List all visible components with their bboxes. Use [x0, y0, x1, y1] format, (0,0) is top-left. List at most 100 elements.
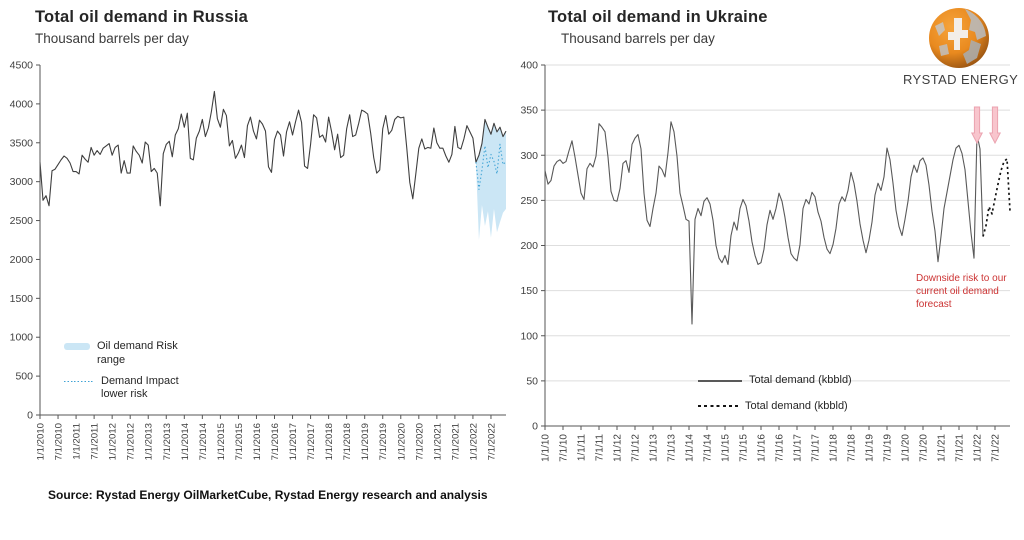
svg-text:1/1/2011: 1/1/2011: [72, 423, 83, 460]
svg-text:1/1/18: 1/1/18: [829, 434, 840, 462]
svg-text:7/1/2011: 7/1/2011: [90, 423, 101, 460]
rystad-energy-logo: RYSTAD ENERGY: [903, 6, 1019, 87]
svg-text:1/1/2012: 1/1/2012: [108, 423, 119, 460]
svg-text:7/1/17: 7/1/17: [811, 434, 822, 462]
svg-text:1/1/2015: 1/1/2015: [216, 423, 227, 460]
svg-text:2500: 2500: [10, 215, 34, 227]
svg-text:250: 250: [520, 195, 538, 207]
russia-chart-subtitle: Thousand barrels per day: [35, 31, 189, 46]
globe-icon: [929, 8, 989, 68]
svg-text:7/1/2021: 7/1/2021: [450, 423, 461, 460]
svg-text:1/1/2014: 1/1/2014: [180, 422, 191, 460]
risk-band-swatch-icon: [64, 343, 90, 350]
svg-text:7/1/10: 7/1/10: [559, 434, 570, 462]
russia-legend: Oil demand Risk range Demand Impact lowe…: [64, 340, 193, 402]
legend-label: Demand Impact lower risk: [101, 374, 179, 401]
svg-text:2000: 2000: [10, 254, 34, 266]
legend-label: Total demand (kbbld): [749, 374, 852, 386]
svg-text:3000: 3000: [10, 176, 34, 188]
svg-text:500: 500: [15, 371, 33, 383]
dotted-black-swatch-icon: [698, 404, 738, 408]
svg-text:7/1/2016: 7/1/2016: [270, 423, 281, 460]
svg-text:1/1/10: 1/1/10: [541, 434, 552, 462]
legend-item-total-demand-forecast: Total demand (kbbld): [698, 400, 852, 414]
svg-text:50: 50: [526, 375, 538, 387]
svg-text:4000: 4000: [10, 98, 34, 110]
russia-chart-title: Total oil demand in Russia: [35, 8, 249, 26]
legend-item-risk-range: Oil demand Risk range: [64, 340, 193, 368]
svg-text:1/1/2020: 1/1/2020: [396, 423, 407, 460]
svg-text:300: 300: [520, 150, 538, 162]
legend-label: Oil demand Risk range: [97, 340, 178, 366]
logo-text: RYSTAD ENERGY: [903, 72, 1019, 87]
svg-text:3500: 3500: [10, 137, 34, 149]
svg-text:1/1/2021: 1/1/2021: [432, 423, 443, 460]
svg-text:1/1/12: 1/1/12: [613, 434, 624, 462]
svg-text:1/1/2018: 1/1/2018: [324, 423, 335, 460]
svg-text:7/1/20: 7/1/20: [919, 434, 930, 462]
svg-text:7/1/15: 7/1/15: [739, 434, 750, 462]
svg-text:7/1/14: 7/1/14: [703, 434, 714, 462]
svg-text:0: 0: [532, 421, 538, 433]
svg-text:1/1/19: 1/1/19: [865, 434, 876, 462]
svg-text:7/1/22: 7/1/22: [991, 434, 1002, 462]
svg-text:7/1/2015: 7/1/2015: [234, 423, 245, 460]
legend-item-lower-risk: Demand Impact lower risk: [64, 375, 193, 403]
ukraine-chart-title: Total oil demand in Ukraine: [548, 8, 768, 26]
svg-text:7/1/2018: 7/1/2018: [342, 423, 353, 460]
ukraine-legend: Total demand (kbbld) Total demand (kbbld…: [698, 374, 852, 414]
svg-text:7/1/2020: 7/1/2020: [414, 423, 425, 460]
svg-text:400: 400: [520, 60, 538, 72]
svg-text:1/1/2013: 1/1/2013: [144, 423, 155, 460]
svg-text:1500: 1500: [10, 293, 34, 305]
svg-text:1/1/13: 1/1/13: [649, 434, 660, 462]
svg-text:1/1/11: 1/1/11: [577, 434, 588, 461]
svg-text:1/1/2017: 1/1/2017: [288, 423, 299, 460]
svg-text:1/1/21: 1/1/21: [937, 434, 948, 462]
risk-band: [475, 119, 506, 240]
source-note: Source: Rystad Energy OilMarketCube, Rys…: [48, 488, 488, 502]
svg-text:1/1/2016: 1/1/2016: [252, 423, 263, 460]
svg-text:150: 150: [520, 285, 538, 297]
svg-text:7/1/12: 7/1/12: [631, 434, 642, 462]
svg-text:1/1/20: 1/1/20: [901, 434, 912, 462]
svg-text:200: 200: [520, 240, 538, 252]
svg-text:1/1/14: 1/1/14: [685, 434, 696, 462]
svg-text:4500: 4500: [10, 60, 34, 72]
ukraine-chart-subtitle: Thousand barrels per day: [561, 31, 715, 46]
dotted-line-swatch-icon: [64, 380, 94, 383]
solid-line-swatch-icon: [698, 380, 742, 382]
svg-text:1000: 1000: [10, 332, 34, 344]
svg-text:7/1/2022: 7/1/2022: [486, 423, 497, 460]
svg-text:7/1/11: 7/1/11: [595, 434, 606, 461]
svg-text:7/1/2013: 7/1/2013: [162, 423, 173, 460]
downside-arrow-icon: [988, 106, 1002, 145]
svg-text:1/1/16: 1/1/16: [757, 434, 768, 462]
svg-text:0: 0: [27, 410, 33, 422]
series-dotted-fine: [475, 143, 507, 190]
svg-text:7/1/2010: 7/1/2010: [54, 423, 65, 460]
svg-text:7/1/13: 7/1/13: [667, 434, 678, 462]
svg-text:1/1/2019: 1/1/2019: [360, 423, 371, 460]
svg-text:7/1/2019: 7/1/2019: [378, 423, 389, 460]
series-dotted-bold: [982, 158, 1011, 237]
downside-arrow-icon: [970, 106, 984, 145]
svg-text:1/1/15: 1/1/15: [721, 434, 732, 462]
svg-text:1/1/2022: 1/1/2022: [468, 423, 479, 460]
svg-text:7/1/19: 7/1/19: [883, 434, 894, 462]
svg-text:100: 100: [520, 330, 538, 342]
svg-text:7/1/21: 7/1/21: [955, 434, 966, 462]
series-solid: [39, 90, 507, 207]
svg-text:7/1/2017: 7/1/2017: [306, 423, 317, 460]
svg-text:7/1/18: 7/1/18: [847, 434, 858, 462]
svg-text:1/1/17: 1/1/17: [793, 434, 804, 462]
legend-item-total-demand: Total demand (kbbld): [698, 374, 852, 388]
svg-text:1/1/2010: 1/1/2010: [36, 423, 47, 460]
downside-risk-annotation: Downside risk to our current oil demand …: [916, 273, 1007, 311]
legend-label: Total demand (kbbld): [745, 399, 848, 412]
svg-text:7/1/16: 7/1/16: [775, 434, 786, 462]
svg-text:7/1/2014: 7/1/2014: [198, 422, 209, 460]
svg-text:350: 350: [520, 105, 538, 117]
